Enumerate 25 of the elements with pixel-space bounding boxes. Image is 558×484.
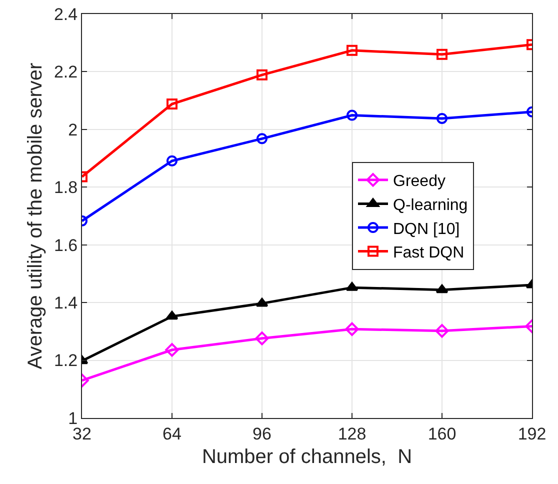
y-tick-label: 1.2 xyxy=(54,351,78,370)
x-tick-label: 64 xyxy=(162,424,182,444)
legend-label: Fast DQN xyxy=(393,244,464,262)
y-tick-label: 2.4 xyxy=(54,4,78,24)
x-tick-label: 160 xyxy=(428,424,456,444)
x-tick-label: 96 xyxy=(252,424,272,444)
y-tick-label: 1.6 xyxy=(54,236,78,255)
x-tick-label: 128 xyxy=(338,424,366,444)
point xyxy=(256,298,268,307)
point xyxy=(256,133,268,144)
y-tick-label: 2.2 xyxy=(54,62,78,82)
x-tick-label: 192 xyxy=(518,424,546,444)
x-axis-title: Number of channels, N xyxy=(202,446,412,468)
y-tick-label: 1.4 xyxy=(54,294,78,313)
legend-label: Q-learning xyxy=(393,196,468,214)
point xyxy=(346,44,358,56)
point xyxy=(346,110,358,121)
point xyxy=(345,322,359,336)
y-axis-title: Average utility of the mobile server xyxy=(24,62,46,370)
legend-label: DQN [10] xyxy=(393,220,460,238)
y-tick-label: 2 xyxy=(68,120,78,140)
point xyxy=(256,69,268,80)
y-tick-label: 1.8 xyxy=(54,178,78,198)
point xyxy=(255,332,269,346)
legend-label: Greedy xyxy=(393,173,446,190)
